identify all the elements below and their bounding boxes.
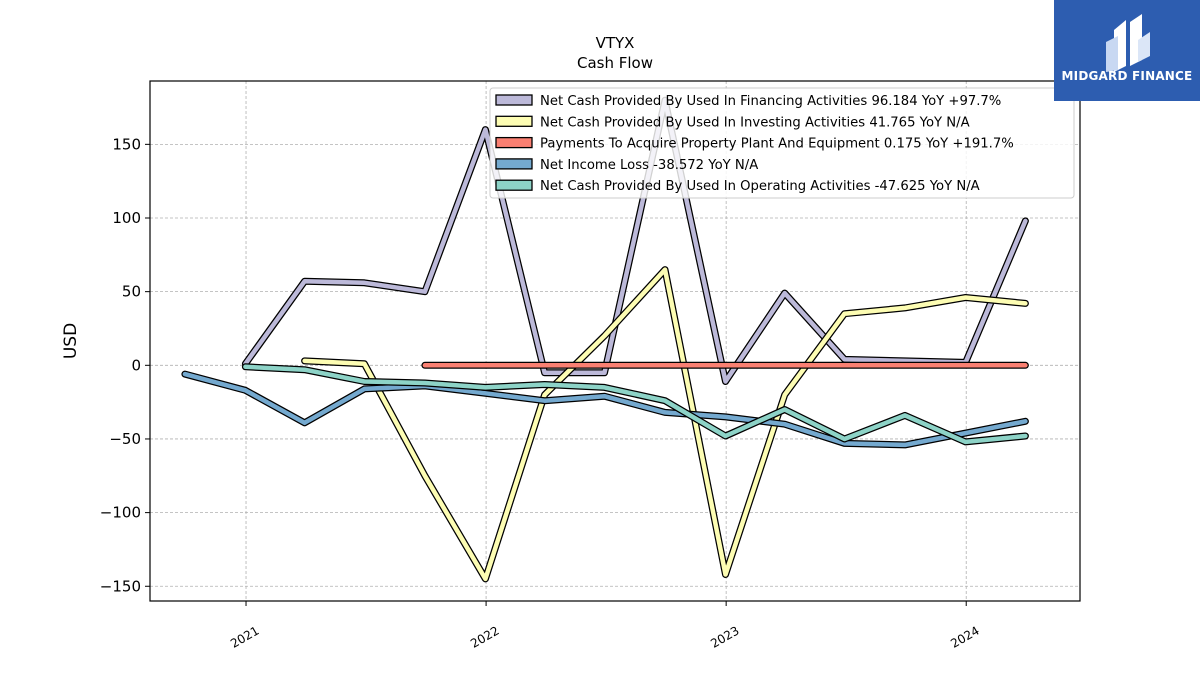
y-axis-ticks: 150 100 50 0 −50 −100 −150 [100,135,150,595]
legend-label: Net Cash Provided By Used In Financing A… [540,94,1001,109]
legend-swatch [495,136,533,149]
brand-mark-icon [1106,14,1150,72]
legend-swatch [495,94,533,106]
plot-frame [149,80,1081,602]
series-1 [301,266,1029,583]
series-lines [181,96,1029,583]
series-3 [181,370,1029,449]
series-line [243,97,1028,384]
brand-logo-text: MIDGARD FINANCE [1061,69,1193,83]
legend-swatch [495,179,533,191]
y-tick-label: −150 [100,577,141,595]
x-tick-label: 2023 [708,623,741,650]
x-tick-label: 2021 [228,623,261,650]
y-tick-label: −50 [109,430,141,448]
y-tick-label: 0 [131,356,141,374]
legend-label: Net Cash Provided By Used In Investing A… [540,115,970,130]
series-line [182,371,1028,448]
series-line [243,364,1028,445]
x-tick-label: 2024 [948,623,981,650]
legend-swatch [495,158,533,170]
series-line [302,267,1028,582]
legend-label: Payments To Acquire Property Plant And E… [540,137,1014,152]
legend-label: Net Cash Provided By Used In Operating A… [540,179,980,194]
brand-logo: MIDGARD FINANCE [1054,0,1200,101]
series-4 [241,363,1029,446]
y-tick-label: 50 [122,283,141,301]
y-tick-label: 150 [112,135,141,153]
chart-title: VTYX [596,34,635,52]
legend-label: Net Income Loss -38.572 YoY N/A [540,158,758,173]
y-tick-label: −100 [100,504,141,522]
legend-box [489,87,1075,199]
legend-swatch [495,115,533,127]
legend: Net Cash Provided By Used In Financing A… [489,87,1075,199]
series-0 [241,96,1029,385]
x-axis-ticks: 2021 2022 2023 2024 [228,601,982,651]
y-tick-label: 100 [112,209,141,227]
x-tick-label: 2022 [468,623,501,650]
chart-subtitle: Cash Flow [577,54,653,72]
y-axis-label: USD [61,323,81,359]
